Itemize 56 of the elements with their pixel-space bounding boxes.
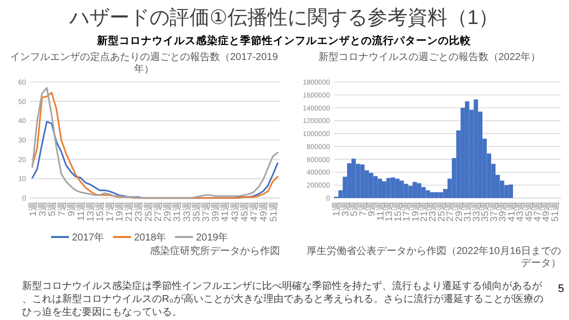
bar — [399, 180, 404, 198]
bar — [390, 177, 396, 198]
x-tick-label: 29週 — [162, 201, 174, 222]
x-tick-label: 19週 — [114, 201, 126, 222]
text: 新型コロナウイルス感染症は季節性インフルエンザに比べ明確な季節性を持たず、流行もより遷延する傾向があるが、これは新型コロナウイルスのR₀が高いことが大きな理由であると考えられる。さらに流行が遷延することが医療のひっ迫を生む要因にもなっている。 — [22, 280, 544, 318]
text: 新型コロナウイルス感染症と季節性インフルエンザとの流行パターンの比較 — [96, 34, 472, 47]
text: 感染症研究所データから作図 — [150, 245, 280, 257]
x-tick-label: 3週 — [38, 201, 49, 216]
bar — [408, 186, 413, 198]
bar — [426, 190, 430, 198]
x-tick-label: 7週 — [56, 201, 68, 216]
x-tick-label: 13週 — [86, 201, 97, 222]
x-tick-label: 39週 — [210, 201, 222, 222]
bar — [416, 183, 422, 198]
x-tick-label: 35週 — [191, 201, 202, 222]
x-tick-label: 15週 — [95, 201, 106, 222]
text: 5 — [558, 283, 564, 295]
text: 厚生労働省公表データから作図（2022年10月16日までのデータ） — [306, 245, 561, 269]
bar — [368, 172, 374, 198]
bar — [474, 99, 478, 198]
legend-label: 2017年 — [72, 232, 104, 244]
bar — [351, 158, 356, 198]
x-tick-label: 41週 — [220, 201, 232, 222]
x-tick-label: 43週 — [230, 201, 241, 222]
bar — [464, 101, 470, 198]
x-tick-label: 37週 — [200, 201, 212, 222]
x-tick-label: 1週 — [28, 201, 39, 216]
bar — [373, 176, 378, 198]
legend-label: 2018年 — [134, 232, 166, 244]
x-tick-label: 17週 — [104, 201, 116, 222]
x-tick-label: 47週 — [249, 201, 260, 222]
x-tick-label: 33週 — [182, 201, 193, 222]
chart-title: 新型コロナウイルスの週ごとの報告数（2022年） — [318, 51, 541, 63]
bar — [386, 178, 391, 198]
bar — [438, 192, 444, 198]
x-tick-label: 51週 — [268, 201, 280, 222]
x-tick-label: 31週 — [172, 201, 184, 222]
legend-label: 2019年 — [196, 232, 228, 244]
x-tick-label: 51週 — [550, 201, 561, 222]
x-tick-label: 25週 — [143, 201, 154, 222]
x-tick-label: 45週 — [239, 201, 250, 222]
x-tick-label: 27週 — [152, 201, 164, 222]
chart-title: インフルエンザの定点あたりの週ごとの報告数（2017-2019年） — [10, 51, 278, 75]
text: ハザードの評価①伝播性に関する参考資料（1） — [68, 7, 499, 29]
bar — [421, 187, 426, 198]
bar — [360, 164, 365, 198]
x-tick-label: 5週 — [47, 201, 58, 216]
bar — [378, 178, 382, 198]
x-tick-label: 23週 — [134, 201, 145, 222]
bar — [404, 184, 408, 198]
x-tick-label: 21週 — [124, 201, 136, 222]
bar — [508, 184, 513, 198]
bar — [434, 192, 439, 198]
x-tick-label: 9週 — [66, 201, 78, 216]
x-tick-label: 11週 — [76, 201, 87, 221]
x-tick-label: 49週 — [258, 201, 270, 222]
